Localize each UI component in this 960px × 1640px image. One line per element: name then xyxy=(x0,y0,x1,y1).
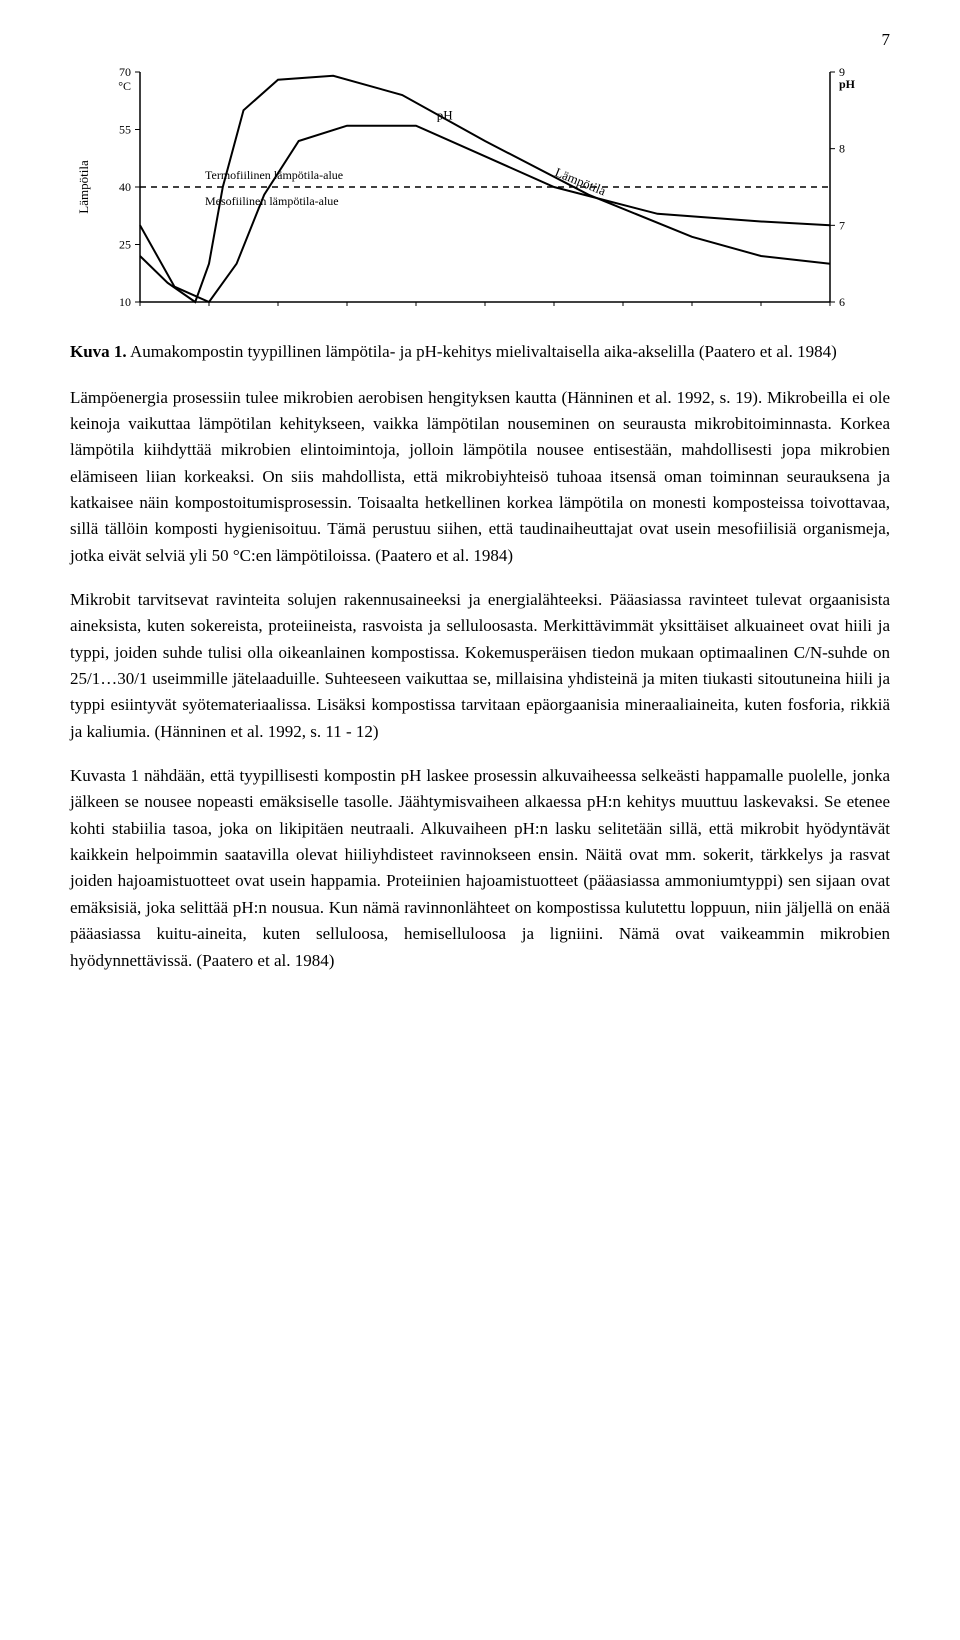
paragraph-2: Mikrobit tarvitsevat ravinteita solujen … xyxy=(70,587,890,745)
svg-text:10: 10 xyxy=(119,295,131,309)
svg-text:Termofiilinen lämpötila-alue: Termofiilinen lämpötila-alue xyxy=(205,168,343,182)
paragraph-1: Lämpöenergia prosessiin tulee mikrobien … xyxy=(70,385,890,569)
svg-text:pH: pH xyxy=(839,77,856,91)
svg-text:Mesofiilinen lämpötila-alue: Mesofiilinen lämpötila-alue xyxy=(205,194,339,208)
svg-text:55: 55 xyxy=(119,123,131,137)
svg-text:7: 7 xyxy=(839,218,845,232)
page-number: 7 xyxy=(70,30,890,50)
svg-text:25: 25 xyxy=(119,238,131,252)
figure-caption-text: Aumakompostin tyypillinen lämpötila- ja … xyxy=(130,342,837,361)
svg-text:8: 8 xyxy=(839,142,845,156)
figure-caption: Kuva 1. Aumakompostin tyypillinen lämpöt… xyxy=(70,340,890,365)
svg-text:Lämpötila: Lämpötila xyxy=(76,160,91,214)
svg-text:40: 40 xyxy=(119,180,131,194)
figure-1: 1025405570°CLämpötila6789pHTermofiilinen… xyxy=(70,62,890,322)
figure-label: Kuva 1. xyxy=(70,342,127,361)
svg-text:°C: °C xyxy=(118,79,131,93)
svg-text:pH: pH xyxy=(437,108,453,123)
svg-text:70: 70 xyxy=(119,65,131,79)
paragraph-3: Kuvasta 1 nähdään, että tyypillisesti ko… xyxy=(70,763,890,974)
chart-svg: 1025405570°CLämpötila6789pHTermofiilinen… xyxy=(70,62,890,322)
svg-text:6: 6 xyxy=(839,295,845,309)
